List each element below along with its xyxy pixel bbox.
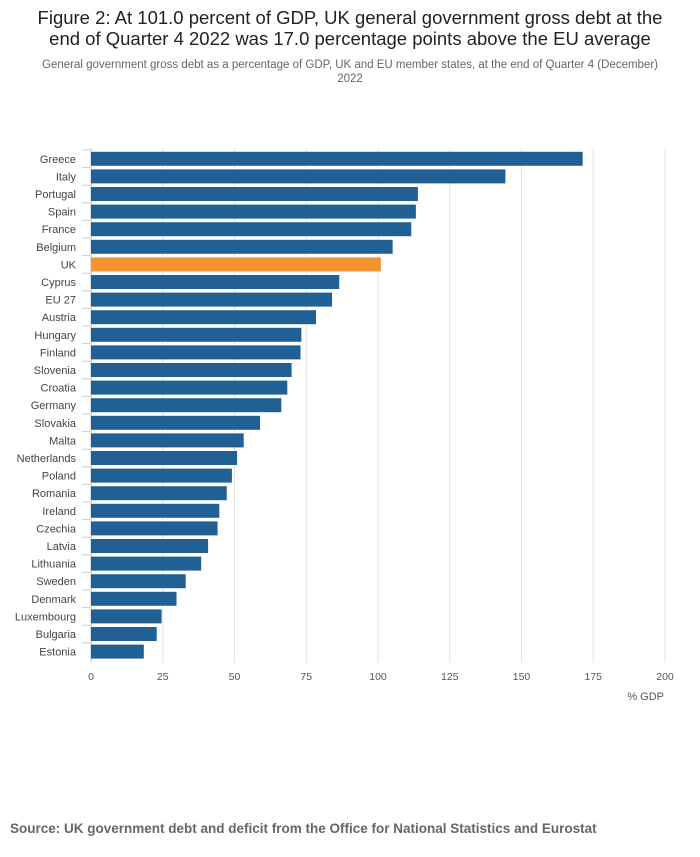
source-note: Source: UK government debt and deficit f… xyxy=(10,821,597,836)
category-label: Finland xyxy=(40,347,76,359)
category-label: Lithuania xyxy=(31,559,77,571)
category-label: Netherlands xyxy=(17,453,77,465)
category-label: Slovakia xyxy=(34,418,76,430)
bar-uk xyxy=(91,257,381,272)
bar-croatia xyxy=(91,380,288,395)
x-tick-label: 50 xyxy=(229,671,241,683)
category-label: UK xyxy=(61,259,77,271)
category-label: Cyprus xyxy=(41,277,76,289)
category-label: EU 27 xyxy=(45,295,76,307)
bar-greece xyxy=(91,151,583,166)
bar-spain xyxy=(91,204,416,219)
x-axis-label: % GDP xyxy=(627,691,664,703)
category-label: Luxembourg xyxy=(15,611,76,623)
bar-belgium xyxy=(91,239,393,254)
bar-poland xyxy=(91,468,232,483)
category-label: Portugal xyxy=(35,189,76,201)
bar-hungary xyxy=(91,327,302,342)
bar-germany xyxy=(91,398,282,413)
category-labels: Greece Italy Portugal Spain France Belgium UK C… xyxy=(15,154,77,659)
x-tick-label: 25 xyxy=(157,671,169,683)
bar-bulgaria xyxy=(91,627,157,641)
bar-portugal xyxy=(91,187,418,201)
category-label: Italy xyxy=(56,171,77,183)
category-label: Hungary xyxy=(34,330,76,342)
category-label: Latvia xyxy=(47,541,77,553)
category-label: Romania xyxy=(32,488,77,500)
x-tick-label: 200 xyxy=(656,671,674,683)
bar-ireland xyxy=(91,503,220,518)
bar-netherlands xyxy=(91,451,238,465)
x-tick-label: 0 xyxy=(88,671,94,683)
category-label: Greece xyxy=(40,154,76,166)
category-label: Germany xyxy=(31,400,77,412)
x-tick-label: 150 xyxy=(513,671,531,683)
category-label: Slovenia xyxy=(34,365,77,377)
category-label: Croatia xyxy=(41,383,77,395)
category-label: Bulgaria xyxy=(36,629,77,641)
bars xyxy=(91,151,583,659)
category-label: Austria xyxy=(42,312,77,324)
x-tick-label: 100 xyxy=(369,671,387,683)
category-label: Belgium xyxy=(36,242,76,254)
bar-sweden xyxy=(91,574,186,589)
bar-czechia xyxy=(91,521,218,536)
bar-cyprus xyxy=(91,275,340,289)
bar-slovakia xyxy=(91,415,261,430)
bar-romania xyxy=(91,486,227,501)
category-label: Ireland xyxy=(42,506,76,518)
bar-eu-27 xyxy=(91,292,333,307)
chart-subtitle: General government gross debt as a perce… xyxy=(42,59,658,85)
bar-italy xyxy=(91,169,506,184)
x-tick-label: 175 xyxy=(584,671,602,683)
category-label: Spain xyxy=(48,207,76,219)
x-tick-label: 125 xyxy=(441,671,459,683)
bar-estonia xyxy=(91,644,144,659)
bar-finland xyxy=(91,345,301,360)
category-label: Poland xyxy=(42,471,76,483)
category-label: Denmark xyxy=(31,594,76,606)
chart-title: Figure 2: At 101.0 percent of GDP, UK ge… xyxy=(37,7,663,49)
bar-malta xyxy=(91,433,244,448)
bar-slovenia xyxy=(91,363,292,377)
bar-latvia xyxy=(91,539,209,553)
bar-austria xyxy=(91,310,317,325)
category-label: France xyxy=(42,224,76,236)
bar-luxembourg xyxy=(91,609,162,624)
bar-lithuania xyxy=(91,556,202,571)
category-label: Estonia xyxy=(39,647,77,659)
bar-france xyxy=(91,222,412,237)
bar-denmark xyxy=(91,591,177,606)
x-tick-label: 75 xyxy=(300,671,312,683)
bar-chart: Greece Italy Portugal Spain France Belgium UK C… xyxy=(15,148,674,703)
category-label: Sweden xyxy=(36,576,76,588)
x-tick-labels: 0 25 50 75 100 125 150 175 200 xyxy=(88,671,674,683)
category-label: Malta xyxy=(49,435,77,447)
category-label: Czechia xyxy=(36,523,77,535)
